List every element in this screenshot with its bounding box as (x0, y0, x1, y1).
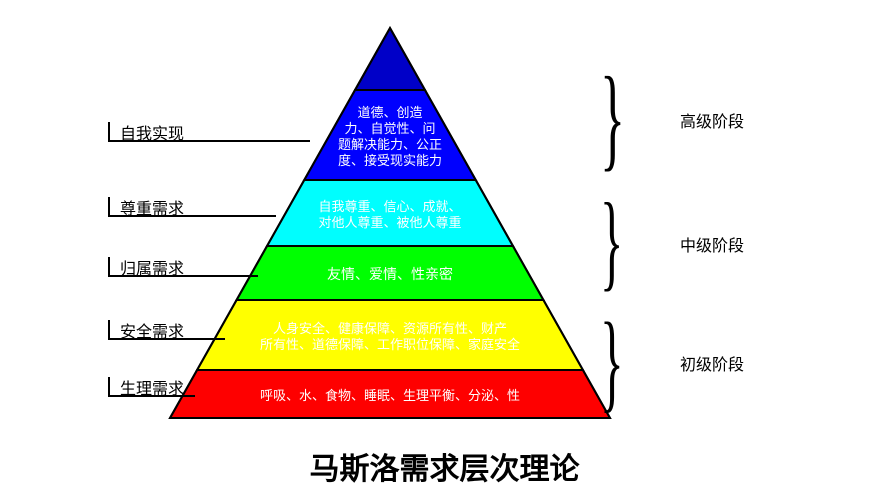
diagram-title: 马斯洛需求层次理论 (0, 444, 889, 488)
right-stage-label-0: 高级阶段 (680, 108, 744, 132)
level-text-safety: 人身安全、健康保障、资源所有性、财产所有性、道德保障、工作职位保障、家庭安全 (260, 321, 520, 354)
left-bracket-tick (108, 257, 110, 275)
pyramid-level-peak (355, 28, 425, 90)
right-brace-0: } (600, 60, 625, 176)
right-stage-label-2: 初级阶段 (680, 351, 744, 375)
left-bracket-tick (108, 377, 110, 395)
left-bracket-tick (108, 197, 110, 215)
level-text-esteem: 自我尊重、信心、成就、对他人尊重、被他人尊重 (318, 199, 461, 232)
left-label-text: 尊重需求 (120, 195, 184, 219)
right-brace-2: } (600, 306, 624, 416)
level-text-self: 道德、创造力、自觉性、问题解决能力、公正度、接受现实能力 (338, 105, 442, 170)
level-text-physio: 呼吸、水、食物、睡眠、生理平衡、分泌、性 (260, 388, 520, 404)
left-label-text: 自我实现 (120, 120, 184, 144)
left-label-text: 安全需求 (120, 318, 184, 342)
left-label-text: 生理需求 (120, 375, 184, 399)
left-bracket-tick (108, 320, 110, 338)
left-label-text: 归属需求 (120, 255, 184, 279)
right-brace-1: } (600, 188, 623, 296)
left-bracket-tick (108, 122, 110, 140)
level-text-belong: 友情、爱情、性亲密 (327, 266, 453, 284)
right-stage-label-1: 中级阶段 (680, 232, 744, 256)
